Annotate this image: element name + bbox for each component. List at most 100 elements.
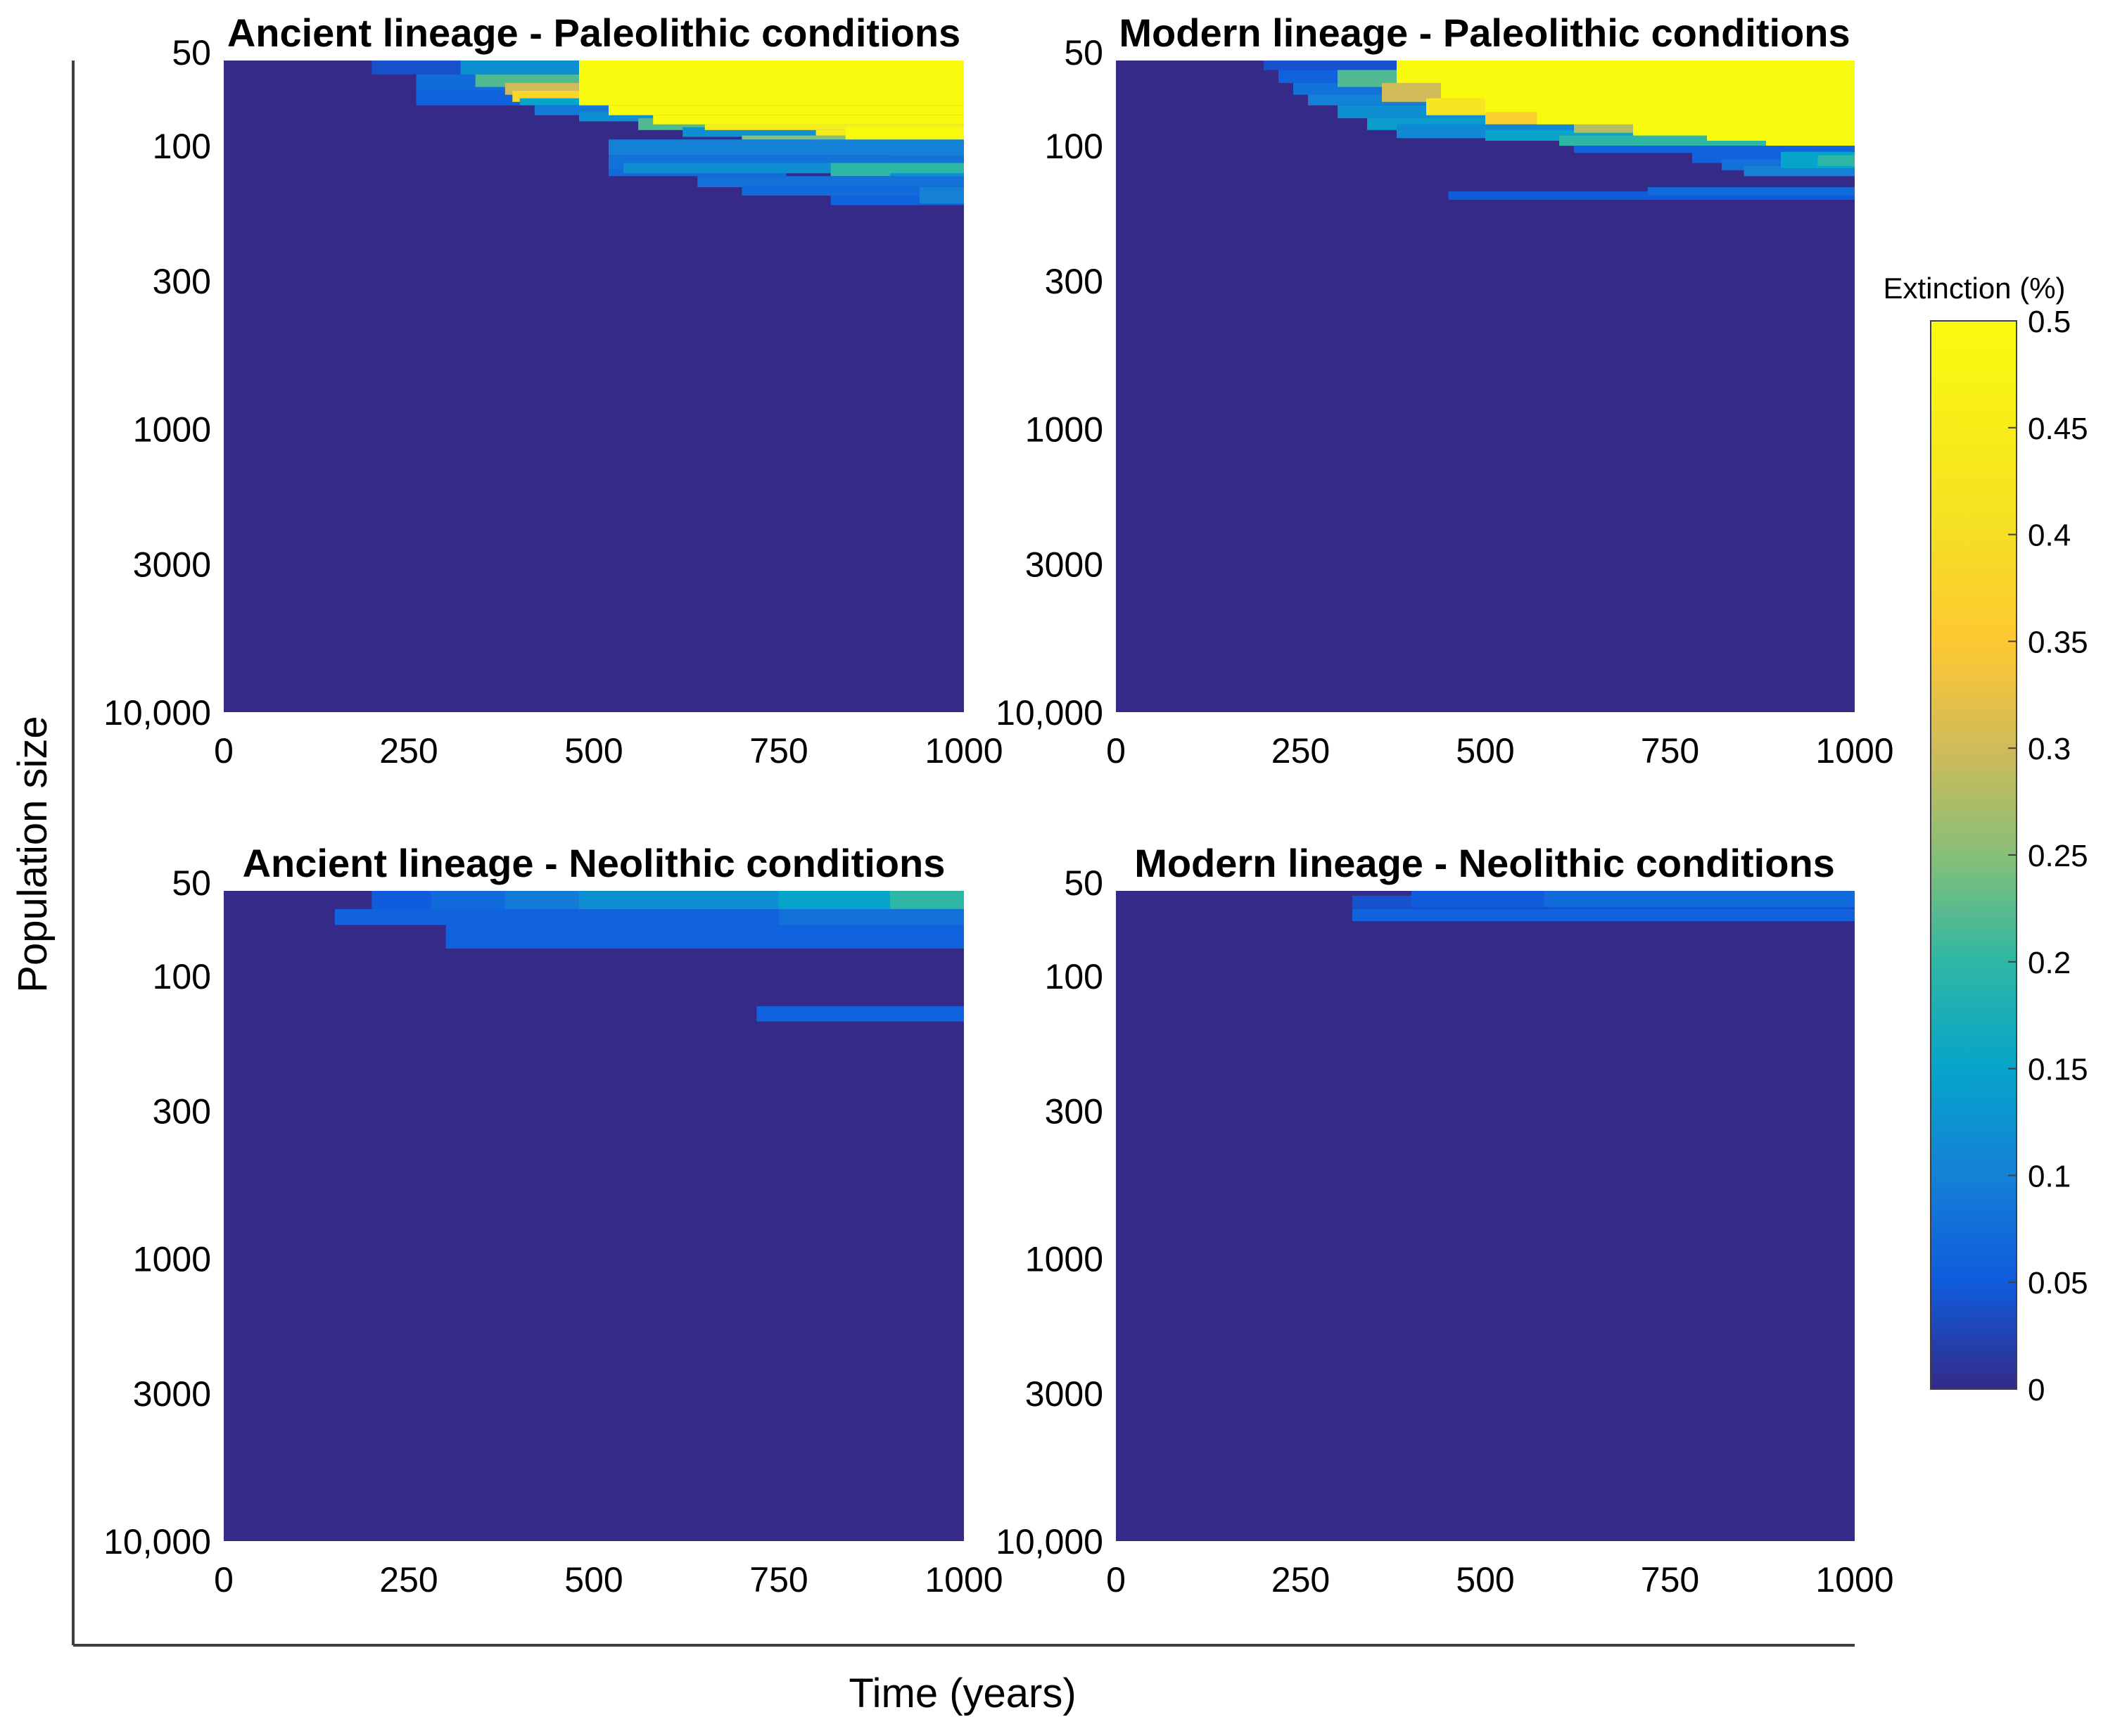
colorbar: Extinction (%) 0.50.450.40.350.30.250.20… (1883, 272, 2088, 1407)
heatmap-cell (1537, 108, 1855, 125)
x-tick-label: 750 (749, 731, 808, 771)
heatmap-cell (1544, 891, 1855, 907)
y-tick-label: 300 (153, 1092, 211, 1132)
y-tick-label: 300 (1045, 262, 1103, 301)
panel-modern-neolithic: Modern lineage - Neolithic conditions (1116, 841, 1855, 1541)
colorbar-tick-label: 0.5 (2028, 305, 2071, 339)
heatmap-cell (1648, 186, 1855, 196)
y-axis-label: Population size (10, 716, 56, 992)
colorbar-tick-label: 0.15 (2028, 1053, 2088, 1087)
y-tick-label: 1000 (1025, 410, 1103, 450)
x-tick-label: 250 (1271, 1560, 1330, 1599)
x-tick-label: 1000 (925, 731, 1003, 771)
x-tick-label: 250 (1271, 731, 1330, 771)
y-tick-label: 3000 (1025, 1374, 1103, 1414)
heatmap-cell (1574, 146, 1855, 153)
y-tick-label: 100 (1045, 127, 1103, 166)
colorbar-tick-label: 0.2 (2028, 946, 2071, 980)
panel-ancient-neolithic: Ancient lineage - Neolithic conditions (224, 841, 964, 1541)
x-tick-label: 250 (379, 1560, 438, 1599)
panel-title: Modern lineage - Neolithic conditions (1134, 841, 1835, 885)
heatmap-cell (609, 139, 964, 156)
x-tick-label: 1000 (1815, 1560, 1893, 1599)
y-tick-label: 1000 (133, 1239, 211, 1279)
y-tick-label: 50 (1064, 33, 1103, 72)
y-tick-label: 10,000 (996, 1522, 1103, 1561)
x-tick-label: 0 (1106, 1560, 1126, 1599)
y-tick-label: 100 (153, 957, 211, 996)
y-tick-label: 100 (1045, 957, 1103, 996)
heatmap-cell (609, 105, 964, 115)
y-tick-label: 100 (153, 127, 211, 166)
heatmap-cell (919, 186, 964, 204)
heatmap-cell (742, 185, 964, 196)
colorbar-title: Extinction (%) (1883, 272, 2065, 305)
x-tick-label: 500 (564, 1560, 623, 1599)
x-tick-label: 0 (214, 1560, 234, 1599)
y-tick-label: 50 (172, 863, 211, 903)
heatmap-cell (1817, 155, 1855, 167)
colorbar-tick-label: 0.45 (2028, 412, 2088, 446)
x-tick-label: 1000 (925, 1560, 1003, 1599)
x-tick-label: 750 (749, 1560, 808, 1599)
y-tick-label: 3000 (133, 1374, 211, 1414)
panel-title: Ancient lineage - Neolithic conditions (243, 841, 946, 885)
panel-title: Ancient lineage - Paleolithic conditions (227, 11, 960, 55)
x-tick-label: 750 (1641, 731, 1699, 771)
x-tick-label: 0 (214, 731, 234, 771)
heatmap-cell (416, 91, 520, 106)
y-tick-label: 3000 (133, 545, 211, 585)
heatmap-cells (372, 61, 964, 205)
y-tick-label: 1000 (1025, 1239, 1103, 1279)
colorbar-tick-label: 0.1 (2028, 1159, 2071, 1193)
y-tick-label: 3000 (1025, 545, 1103, 585)
x-tick-label: 250 (379, 731, 438, 771)
colorbar-tick-label: 0.05 (2028, 1266, 2088, 1300)
colorbar-tick-label: 0 (2028, 1373, 2045, 1407)
y-tick-label: 50 (1064, 863, 1103, 903)
x-tick-label: 1000 (1815, 731, 1893, 771)
panel-modern-paleolithic: Modern lineage - Paleolithic conditions (1116, 11, 1855, 712)
heatmap-cell (1352, 908, 1855, 922)
colorbar-gradient (1930, 320, 2017, 1390)
x-tick-label: 0 (1106, 731, 1126, 771)
plot-area (1116, 891, 1855, 1541)
y-tick-label: 50 (172, 33, 211, 72)
colorbar-tick-label: 0.3 (2028, 732, 2071, 766)
heatmap-cell (1707, 132, 1855, 141)
colorbar-tick-label: 0.4 (2028, 519, 2071, 553)
colorbar-tick-label: 0.25 (2028, 839, 2088, 873)
heatmap-cell (697, 176, 964, 187)
heatmap-cell (445, 925, 964, 949)
x-tick-label: 750 (1641, 1560, 1699, 1599)
x-tick-label: 500 (1456, 1560, 1514, 1599)
heatmap-cells (1352, 891, 1855, 922)
heatmap-cell (756, 1006, 964, 1022)
heatmap-cell (1744, 166, 1855, 177)
heatmap-cell (653, 115, 964, 125)
panel-title: Modern lineage - Paleolithic conditions (1119, 11, 1850, 55)
panel-ancient-paleolithic: Ancient lineage - Paleolithic conditions (224, 11, 964, 712)
plot-area (224, 891, 964, 1541)
y-tick-label: 300 (1045, 1092, 1103, 1132)
y-tick-label: 10,000 (103, 1522, 211, 1561)
heatmap-cells (1264, 61, 1855, 200)
y-tick-label: 300 (153, 262, 211, 301)
heatmap-cell (1766, 141, 1855, 146)
heatmap-cell (704, 124, 964, 130)
heatmap-cells (334, 891, 964, 1022)
heatmap-cell (579, 61, 964, 106)
y-tick-label: 1000 (133, 410, 211, 450)
colorbar-tick-label: 0.35 (2028, 625, 2088, 659)
x-tick-label: 500 (1456, 731, 1514, 771)
y-tick-label: 10,000 (996, 693, 1103, 733)
x-tick-label: 500 (564, 731, 623, 771)
heatmap-cell (1633, 121, 1855, 136)
colorbar-ticks: 0.5 0.45 0.4 0.35 0.3 0.25 0.2 0.15 0.1 0.05 0 (2008, 305, 2088, 1407)
x-axis-label: Time (years) (849, 1671, 1076, 1716)
heatmap-cell (779, 908, 964, 925)
y-tick-label: 10,000 (103, 693, 211, 733)
heatmap-cell (845, 127, 964, 140)
